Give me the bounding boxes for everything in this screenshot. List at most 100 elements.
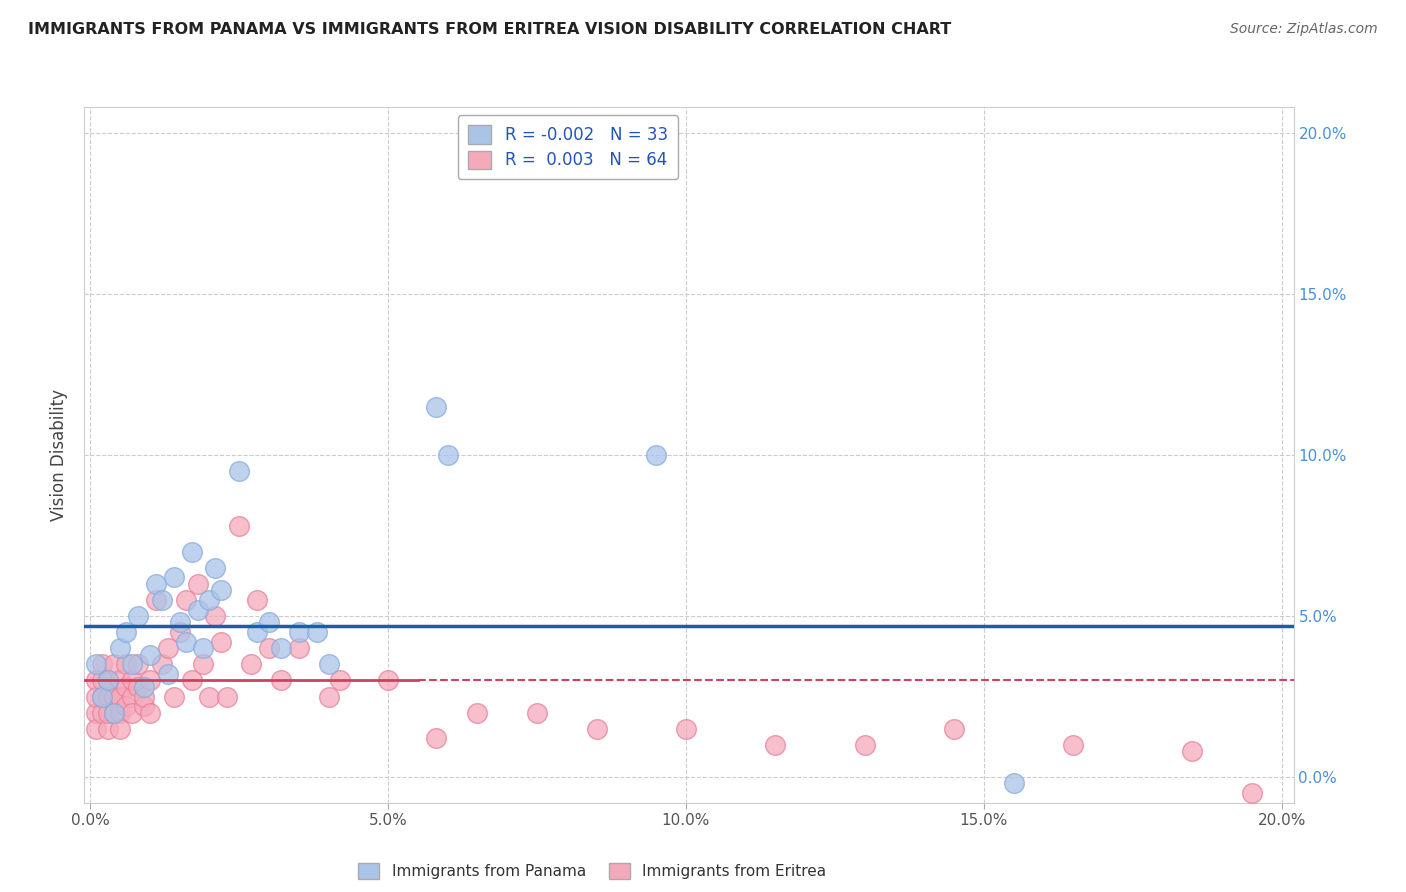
Point xyxy=(1240,786,1263,800)
Point xyxy=(1002,776,1025,790)
Point xyxy=(139,706,162,720)
Point xyxy=(198,592,221,607)
Point xyxy=(103,657,125,672)
Point xyxy=(84,706,107,720)
Point xyxy=(645,448,668,462)
Point xyxy=(84,657,107,672)
Point xyxy=(97,673,120,688)
Point xyxy=(145,592,167,607)
Point xyxy=(103,706,125,720)
Point xyxy=(84,722,107,736)
Point xyxy=(108,641,131,656)
Point xyxy=(1062,738,1084,752)
Point xyxy=(425,731,447,746)
Y-axis label: Vision Disability: Vision Disability xyxy=(51,389,69,521)
Point xyxy=(257,641,280,656)
Point xyxy=(318,690,340,704)
Point xyxy=(127,657,149,672)
Point xyxy=(97,690,120,704)
Point xyxy=(150,592,173,607)
Point xyxy=(115,699,138,714)
Point xyxy=(198,690,221,704)
Point xyxy=(121,706,143,720)
Point xyxy=(526,706,548,720)
Point xyxy=(163,690,186,704)
Point xyxy=(318,657,340,672)
Point xyxy=(127,680,149,694)
Point xyxy=(943,722,966,736)
Point xyxy=(186,602,208,616)
Point xyxy=(103,690,125,704)
Point xyxy=(169,625,191,640)
Point xyxy=(209,634,232,648)
Point xyxy=(84,690,107,704)
Point xyxy=(217,690,239,704)
Point xyxy=(139,648,162,662)
Point xyxy=(174,592,197,607)
Point xyxy=(115,657,138,672)
Point xyxy=(132,680,155,694)
Point xyxy=(115,680,138,694)
Point xyxy=(305,625,328,640)
Point xyxy=(763,738,786,752)
Point xyxy=(108,706,131,720)
Point xyxy=(97,673,120,688)
Point xyxy=(132,690,155,704)
Point xyxy=(425,400,447,414)
Point xyxy=(288,625,311,640)
Point xyxy=(127,609,149,624)
Point xyxy=(174,634,197,648)
Point xyxy=(180,673,202,688)
Point xyxy=(121,657,143,672)
Point xyxy=(169,615,191,630)
Point xyxy=(853,738,876,752)
Point xyxy=(193,657,215,672)
Point xyxy=(121,673,143,688)
Point xyxy=(467,706,489,720)
Point xyxy=(91,690,114,704)
Point xyxy=(270,641,292,656)
Point xyxy=(270,673,292,688)
Point xyxy=(97,706,120,720)
Point xyxy=(329,673,352,688)
Point xyxy=(377,673,399,688)
Point xyxy=(228,518,250,533)
Legend: Immigrants from Panama, Immigrants from Eritrea: Immigrants from Panama, Immigrants from … xyxy=(352,856,832,886)
Point xyxy=(193,641,215,656)
Text: IMMIGRANTS FROM PANAMA VS IMMIGRANTS FROM ERITREA VISION DISABILITY CORRELATION : IMMIGRANTS FROM PANAMA VS IMMIGRANTS FRO… xyxy=(28,22,952,37)
Point xyxy=(91,657,114,672)
Point xyxy=(84,673,107,688)
Point xyxy=(204,609,226,624)
Point xyxy=(115,625,138,640)
Point xyxy=(108,722,131,736)
Point xyxy=(585,722,607,736)
Point xyxy=(121,690,143,704)
Point xyxy=(246,592,269,607)
Point xyxy=(180,544,202,558)
Point xyxy=(246,625,269,640)
Point xyxy=(163,570,186,584)
Point xyxy=(257,615,280,630)
Point xyxy=(103,706,125,720)
Point xyxy=(156,641,179,656)
Point xyxy=(1181,744,1204,758)
Point xyxy=(436,448,458,462)
Point xyxy=(209,583,232,598)
Point xyxy=(204,560,226,574)
Point xyxy=(228,464,250,478)
Point xyxy=(108,673,131,688)
Point xyxy=(288,641,311,656)
Point xyxy=(91,706,114,720)
Point xyxy=(91,690,114,704)
Point xyxy=(97,722,120,736)
Point xyxy=(91,673,114,688)
Point xyxy=(108,690,131,704)
Point xyxy=(240,657,263,672)
Point xyxy=(156,667,179,681)
Point xyxy=(186,576,208,591)
Point xyxy=(139,673,162,688)
Point xyxy=(145,576,167,591)
Point xyxy=(132,699,155,714)
Text: Source: ZipAtlas.com: Source: ZipAtlas.com xyxy=(1230,22,1378,37)
Point xyxy=(675,722,697,736)
